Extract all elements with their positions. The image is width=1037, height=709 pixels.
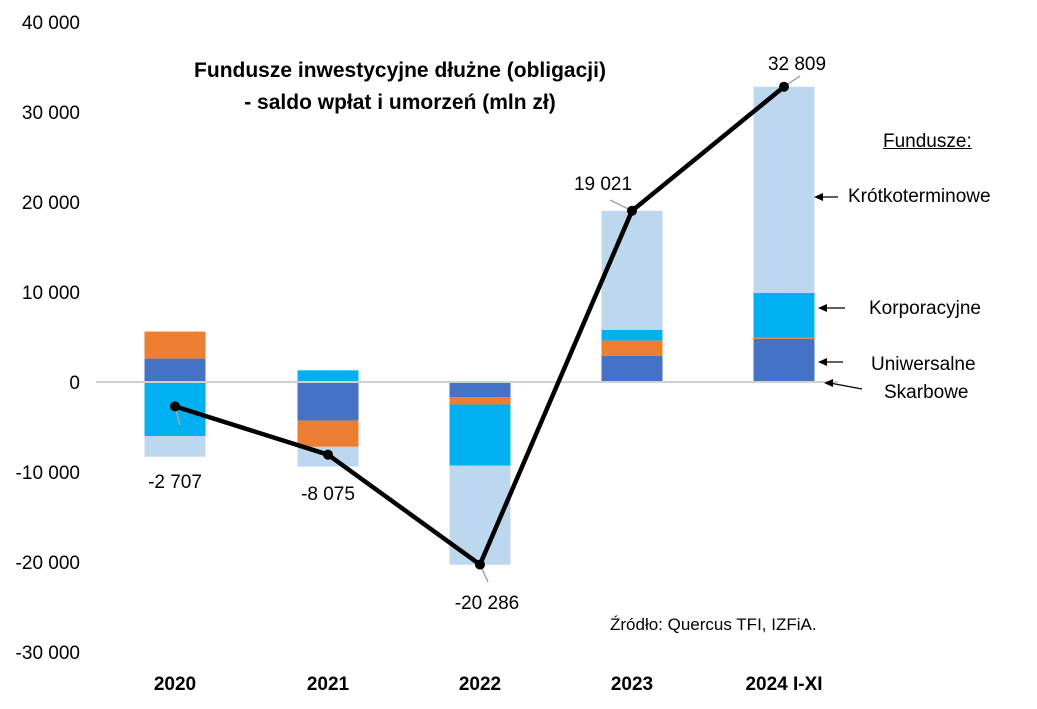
- bar-segment-skarbowe: [449, 397, 511, 405]
- bar-segment-uniwersalne: [601, 355, 663, 382]
- total-data-label: 32 809: [768, 54, 826, 75]
- y-tick-label: -30 000: [16, 643, 80, 664]
- legend-arrow-icon: [814, 193, 823, 201]
- total-data-label: -8 075: [301, 484, 355, 505]
- bar-segment-korporacyjne: [753, 292, 815, 338]
- x-tick-label: 2024 I-XI: [745, 674, 822, 695]
- x-tick-label: 2021: [307, 674, 350, 695]
- bar-segment-skarbowe: [297, 420, 359, 447]
- total-point: [170, 401, 180, 412]
- legend-arrow-line: [829, 382, 863, 390]
- legend-label-skarbowe: Skarbowe: [884, 382, 969, 403]
- y-tick-label: 10 000: [22, 283, 80, 304]
- y-tick-label: -10 000: [16, 463, 80, 484]
- total-point: [779, 81, 789, 92]
- bar-segment-uniwersalne: [753, 338, 815, 382]
- legend-arrow-icon: [818, 304, 827, 312]
- title-line-1: Fundusze inwestycyjne dłużne (obligacji): [194, 59, 606, 82]
- bar-segment-skarbowe: [753, 337, 815, 339]
- total-data-label: -20 286: [455, 593, 519, 614]
- total-point: [323, 449, 333, 460]
- title-line-2: - saldo wpłat i umorzeń (mln zł): [244, 91, 556, 114]
- legend-label-uniwersalne: Uniwersalne: [871, 354, 976, 375]
- y-tick-label: 40 000: [22, 13, 80, 34]
- total-data-label: -2 707: [148, 472, 202, 493]
- y-tick-label: 20 000: [22, 193, 80, 214]
- bar-segment-krótkoterminowe: [144, 436, 206, 457]
- source-note: Źródło: Quercus TFI, IZFiA.: [610, 615, 817, 634]
- legend-arrow-icon: [818, 358, 827, 366]
- bar-segment-uniwersalne: [297, 382, 359, 421]
- legend-label-krotkoterminowe: Krótkoterminowe: [848, 186, 991, 207]
- y-tick-label: 0: [69, 373, 80, 394]
- bar-segment-skarbowe: [601, 340, 663, 356]
- bar-segment-korporacyjne: [297, 370, 359, 382]
- x-tick-label: 2023: [611, 674, 653, 695]
- bar-segment-skarbowe: [144, 331, 206, 359]
- y-tick-label: -20 000: [16, 553, 80, 574]
- bar-segment-korporacyjne: [449, 404, 511, 466]
- chart-title: Fundusze inwestycyjne dłużne (obligacji)…: [110, 55, 690, 119]
- total-point: [475, 559, 485, 570]
- total-point: [627, 205, 637, 216]
- y-tick-label: 30 000: [22, 103, 80, 124]
- legend-label-korporacyjne: Korporacyjne: [869, 298, 981, 319]
- total-data-label: 19 021: [574, 174, 632, 195]
- bar-segment-krótkoterminowe: [753, 86, 815, 293]
- x-tick-label: 2020: [154, 674, 196, 695]
- bar-segment-uniwersalne: [144, 358, 206, 382]
- bar-segment-krótkoterminowe: [601, 210, 663, 330]
- bar-segment-uniwersalne: [449, 382, 511, 398]
- x-tick-label: 2022: [459, 674, 501, 695]
- legend-arrow-icon: [824, 379, 833, 387]
- bar-segment-korporacyjne: [601, 329, 663, 341]
- legend-title: Fundusze:: [883, 131, 972, 152]
